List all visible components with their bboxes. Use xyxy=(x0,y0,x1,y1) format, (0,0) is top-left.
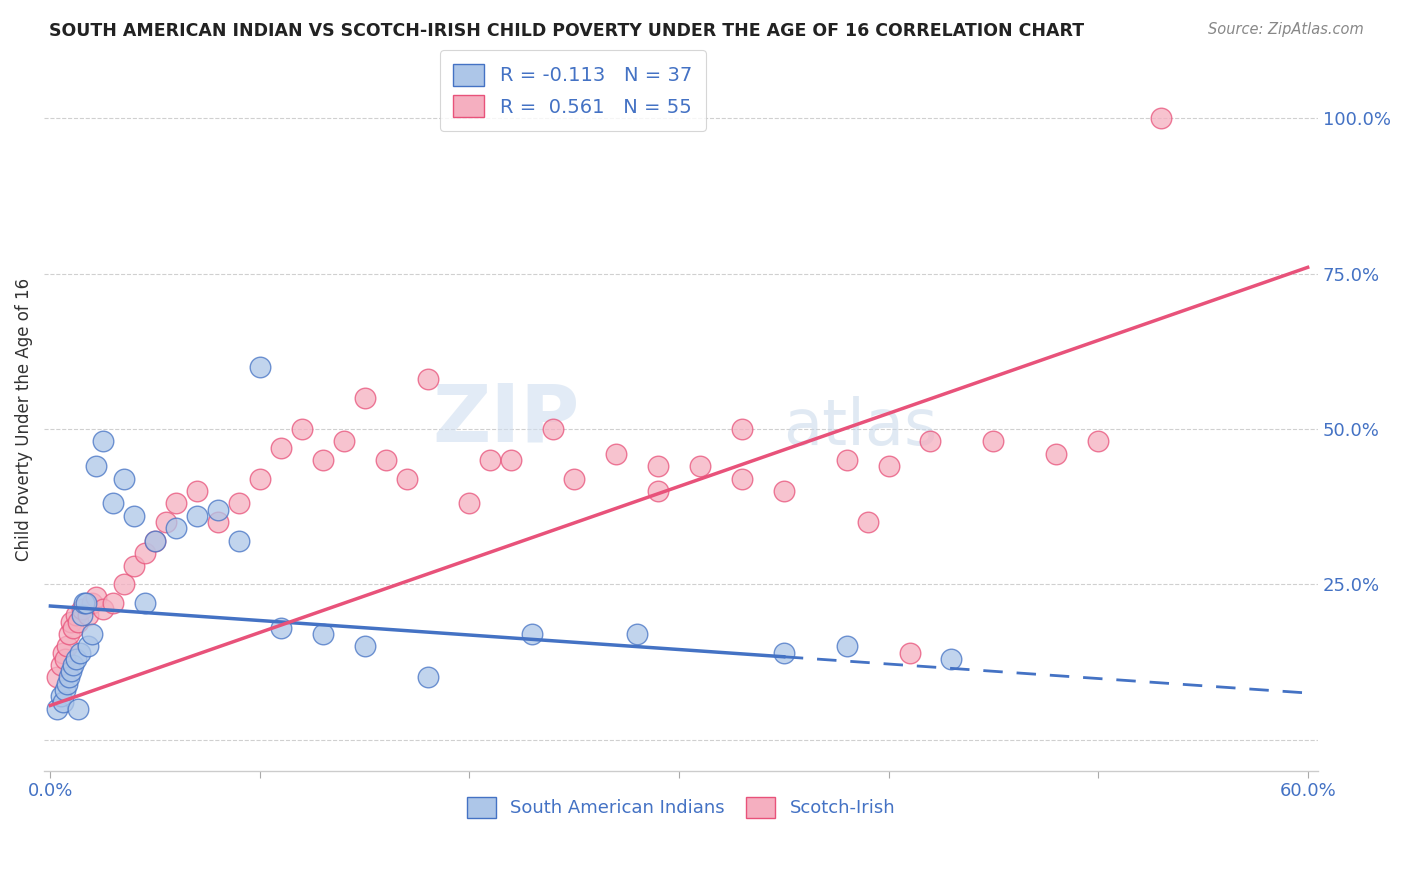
Point xyxy=(134,596,156,610)
Point xyxy=(56,640,79,654)
Point xyxy=(122,508,145,523)
Point xyxy=(501,453,523,467)
Point xyxy=(66,701,89,715)
Point xyxy=(155,515,177,529)
Point xyxy=(77,608,100,623)
Point xyxy=(562,472,585,486)
Point xyxy=(353,391,375,405)
Point xyxy=(877,459,900,474)
Point xyxy=(82,627,104,641)
Point xyxy=(49,658,72,673)
Text: Source: ZipAtlas.com: Source: ZipAtlas.com xyxy=(1208,22,1364,37)
Point xyxy=(58,671,80,685)
Point xyxy=(731,472,754,486)
Point xyxy=(86,590,108,604)
Point xyxy=(143,533,166,548)
Point xyxy=(75,596,97,610)
Y-axis label: Child Poverty Under the Age of 16: Child Poverty Under the Age of 16 xyxy=(15,278,32,561)
Point xyxy=(1150,112,1173,126)
Point xyxy=(186,484,208,499)
Point xyxy=(207,515,229,529)
Point xyxy=(103,496,125,510)
Point xyxy=(772,646,794,660)
Point xyxy=(82,596,104,610)
Point xyxy=(856,515,879,529)
Point xyxy=(416,372,439,386)
Point xyxy=(731,422,754,436)
Point xyxy=(353,640,375,654)
Point xyxy=(45,701,67,715)
Point xyxy=(70,608,93,623)
Point xyxy=(416,671,439,685)
Point xyxy=(291,422,314,436)
Point xyxy=(395,472,418,486)
Point xyxy=(60,615,83,629)
Point xyxy=(53,652,76,666)
Point xyxy=(374,453,396,467)
Point xyxy=(112,577,135,591)
Point xyxy=(73,596,96,610)
Point xyxy=(112,472,135,486)
Point xyxy=(134,546,156,560)
Point xyxy=(52,695,75,709)
Point xyxy=(91,602,114,616)
Legend: South American Indians, Scotch-Irish: South American Indians, Scotch-Irish xyxy=(460,789,903,825)
Point xyxy=(543,422,565,436)
Point xyxy=(86,459,108,474)
Point xyxy=(53,682,76,697)
Point xyxy=(70,602,93,616)
Point xyxy=(186,508,208,523)
Point xyxy=(69,646,91,660)
Point xyxy=(920,434,942,449)
Point xyxy=(58,627,80,641)
Point xyxy=(332,434,354,449)
Point xyxy=(65,652,87,666)
Point xyxy=(52,646,75,660)
Point xyxy=(898,646,921,660)
Point xyxy=(605,447,627,461)
Point xyxy=(312,627,335,641)
Point xyxy=(458,496,481,510)
Point xyxy=(77,640,100,654)
Point xyxy=(1045,447,1067,461)
Point xyxy=(941,652,963,666)
Point xyxy=(249,359,271,374)
Point xyxy=(835,640,858,654)
Point xyxy=(143,533,166,548)
Point xyxy=(60,665,83,679)
Point xyxy=(626,627,648,641)
Point xyxy=(983,434,1005,449)
Point xyxy=(312,453,335,467)
Point xyxy=(772,484,794,499)
Point xyxy=(479,453,502,467)
Point xyxy=(522,627,544,641)
Text: ZIP: ZIP xyxy=(432,381,579,458)
Point xyxy=(122,558,145,573)
Point xyxy=(103,596,125,610)
Point xyxy=(249,472,271,486)
Point xyxy=(91,434,114,449)
Point xyxy=(647,484,669,499)
Text: atlas: atlas xyxy=(783,396,938,458)
Point xyxy=(270,441,292,455)
Point xyxy=(1087,434,1109,449)
Point xyxy=(62,621,84,635)
Point xyxy=(45,671,67,685)
Text: SOUTH AMERICAN INDIAN VS SCOTCH-IRISH CHILD POVERTY UNDER THE AGE OF 16 CORRELAT: SOUTH AMERICAN INDIAN VS SCOTCH-IRISH CH… xyxy=(49,22,1084,40)
Point xyxy=(228,496,250,510)
Point xyxy=(49,689,72,703)
Point xyxy=(647,459,669,474)
Point xyxy=(66,615,89,629)
Point xyxy=(270,621,292,635)
Point xyxy=(165,496,187,510)
Point xyxy=(207,502,229,516)
Point xyxy=(228,533,250,548)
Point xyxy=(65,608,87,623)
Point xyxy=(835,453,858,467)
Point xyxy=(689,459,711,474)
Point xyxy=(62,658,84,673)
Point xyxy=(165,521,187,535)
Point xyxy=(56,676,79,690)
